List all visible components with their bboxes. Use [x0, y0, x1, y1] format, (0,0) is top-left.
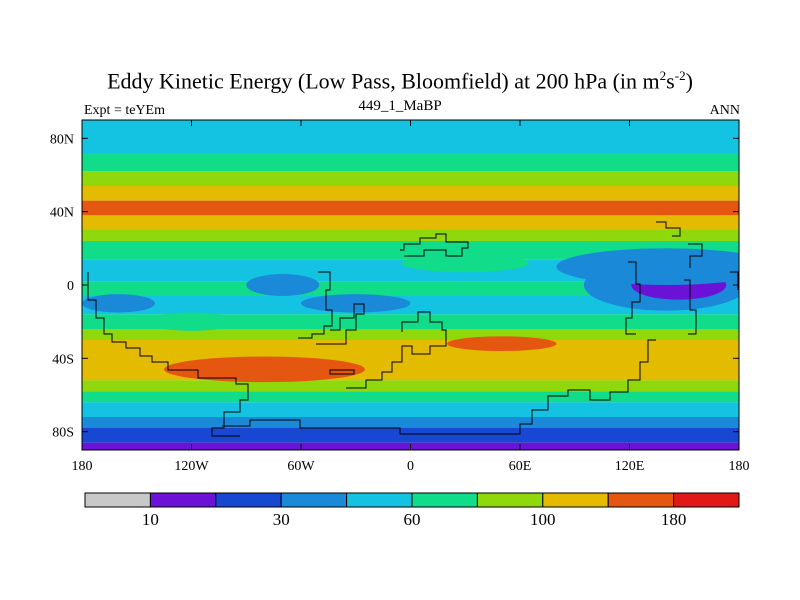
x-tick-label-5: 120E: [615, 459, 645, 474]
colorbar-label-3: 100: [530, 510, 556, 529]
coast-small-island: [329, 369, 355, 375]
coast-africa: [346, 311, 447, 389]
colorbar-label-1: 30: [273, 510, 290, 529]
zonal-band-1: [82, 131, 739, 153]
coast-east-c: [625, 261, 641, 335]
y-tick-label-1: 40N: [50, 206, 74, 221]
coast-island-a: [316, 303, 365, 345]
colorbar-label-0: 10: [142, 510, 159, 529]
x-tick-label-6: 180: [729, 459, 750, 474]
colorbar-swatch-3: [280, 492, 348, 508]
zonal-band-11: [82, 296, 739, 315]
zonal-band-16: [82, 380, 739, 392]
field-feature-9: [401, 253, 530, 273]
colorbar-swatch-7: [542, 492, 609, 508]
field-feature-2: [556, 248, 739, 285]
experiment-label: Expt = teYEm: [84, 103, 165, 118]
x-tick-label-3: 0: [407, 459, 414, 474]
coast-central-america: [298, 271, 333, 339]
x-tick-label-1: 120W: [174, 459, 209, 474]
coast-north-land: [400, 233, 469, 257]
zonal-band-3: [82, 171, 739, 186]
colorbar-swatch-0: [84, 492, 151, 508]
zonal-band-2: [82, 153, 739, 172]
x-axis: 180 120W 60W 0 60E 120E 180: [72, 120, 750, 474]
colorbar-swatch-2: [215, 492, 282, 508]
zonal-band-13: [82, 329, 739, 340]
x-tick-label-0: 180: [72, 459, 93, 474]
field-feature-7: [447, 336, 557, 351]
colorbar: 10 30 60 100 180: [84, 492, 740, 529]
colorbar-swatch-6: [476, 492, 544, 508]
field-feature-5: [82, 294, 155, 313]
field-feature-6: [164, 356, 365, 383]
coast-east-a: [688, 243, 703, 268]
coast-east-d: [684, 279, 697, 335]
y-tick-label-0: 80N: [50, 132, 74, 147]
run-id-label: 449_1_MaBP: [358, 98, 442, 114]
field-feature-4: [301, 294, 411, 313]
x-tick-label-4: 60E: [509, 459, 532, 474]
colorbar-swatch-9: [673, 492, 740, 508]
y-tick-label-3: 40S: [52, 352, 74, 367]
zonal-band-19: [82, 417, 739, 428]
chart-title: Eddy Kinetic Energy (Low Pass, Bloomfiel…: [107, 68, 693, 94]
zonal-band-8: [82, 241, 739, 260]
zonal-band-4: [82, 186, 739, 201]
colorbar-swatch-1: [149, 492, 217, 508]
zonal-band-6: [82, 215, 739, 230]
zonal-band-7: [82, 230, 739, 241]
zonal-band-17: [82, 391, 739, 403]
colorbar-swatch-5: [411, 492, 478, 508]
zonal-band-20: [82, 428, 739, 443]
x-tick-label-2: 60W: [287, 459, 315, 474]
y-tick-label-2: 0: [67, 279, 74, 294]
colorbar-label-2: 60: [404, 510, 421, 529]
field-feature-8: [145, 312, 238, 331]
eke-field: [82, 120, 739, 450]
coastline-outline: [87, 221, 739, 437]
zonal-band-14: [82, 340, 739, 362]
coast-antarctica: [222, 339, 656, 435]
zonal-band-18: [82, 402, 739, 417]
coast-south-america: [87, 272, 249, 437]
y-axis: 80N 40N 0 40S 80S: [50, 132, 739, 441]
colorbar-swatch-4: [346, 492, 413, 508]
coast-east-e: [730, 271, 739, 290]
field-feature-3: [246, 274, 320, 296]
y-tick-label-4: 80S: [52, 426, 74, 441]
colorbar-label-4: 180: [661, 510, 687, 529]
season-label: ANN: [709, 103, 740, 118]
zonal-band-5: [82, 200, 739, 216]
coast-east-b: [656, 221, 681, 237]
colorbar-swatch-8: [607, 492, 675, 508]
